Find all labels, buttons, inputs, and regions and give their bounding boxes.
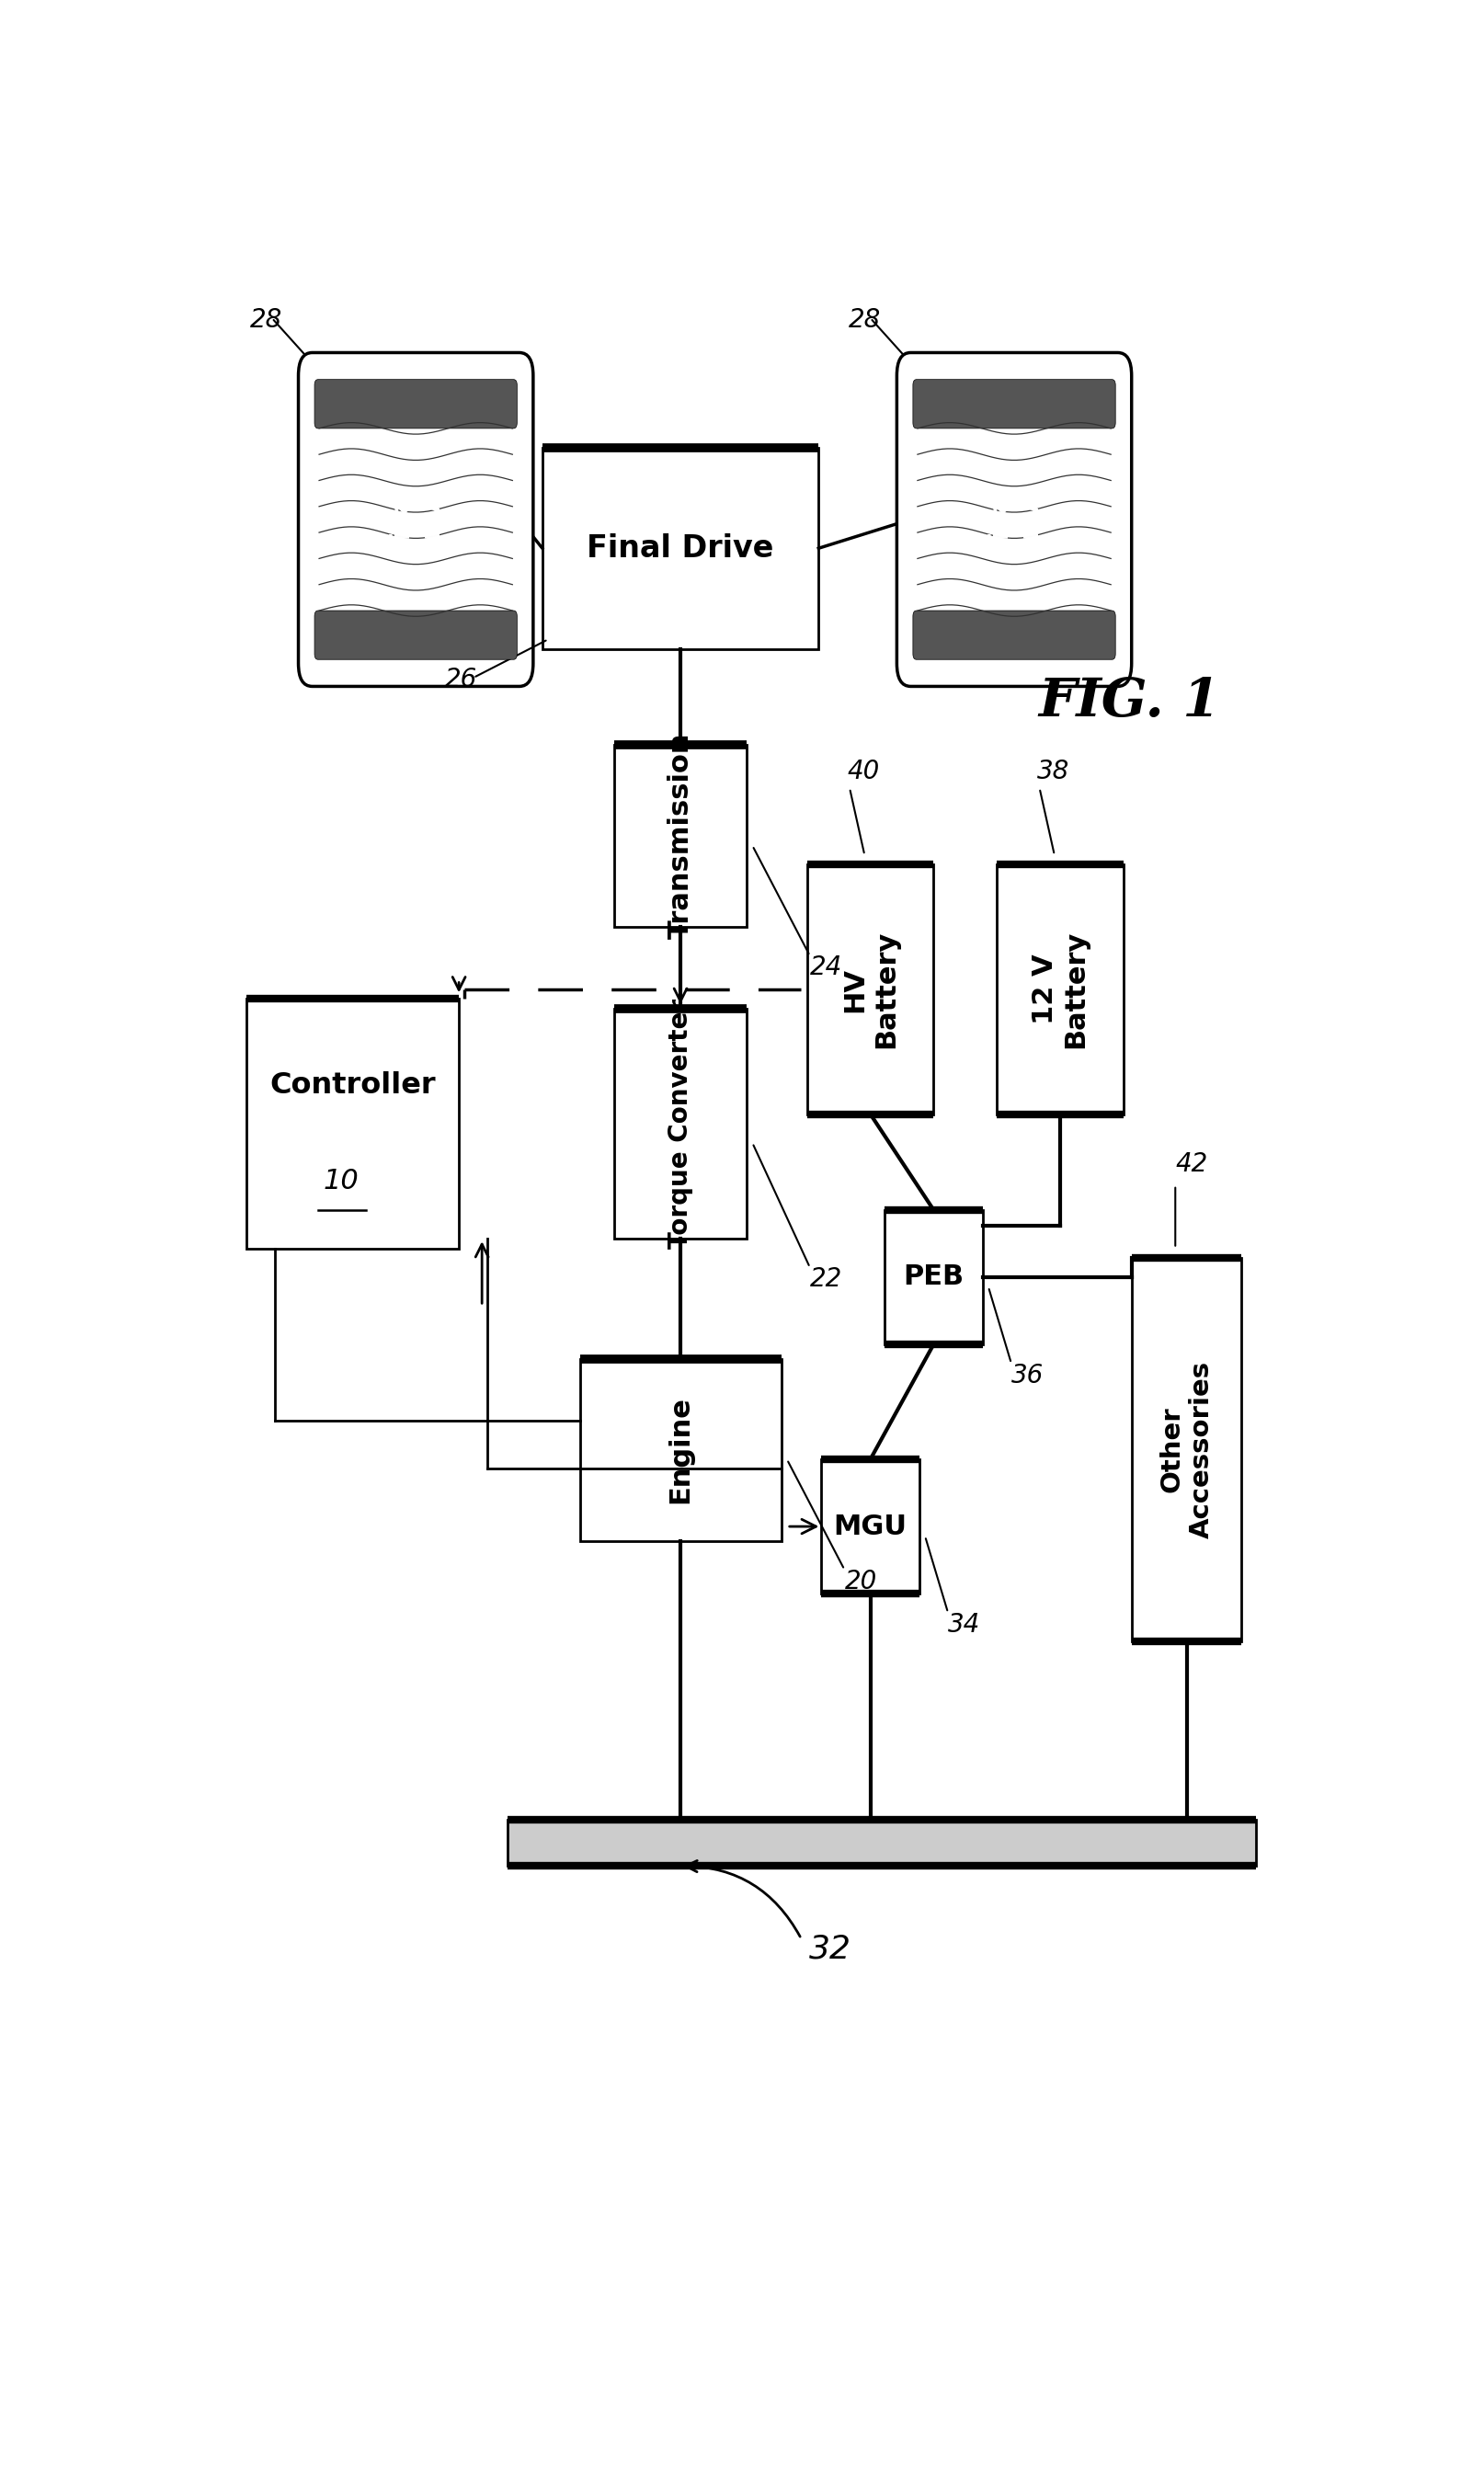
Text: PEB: PEB <box>902 1263 963 1290</box>
Text: Torque Converter: Torque Converter <box>668 999 693 1248</box>
Bar <box>614 1009 746 1238</box>
Text: 42: 42 <box>1175 1151 1206 1178</box>
Text: 38: 38 <box>1036 757 1068 785</box>
Bar <box>542 448 818 650</box>
Text: Final Drive: Final Drive <box>586 533 773 563</box>
Bar <box>996 864 1123 1113</box>
Bar <box>1131 1258 1241 1642</box>
Text: 26: 26 <box>444 668 476 692</box>
Text: 28: 28 <box>847 306 880 334</box>
Bar <box>246 999 459 1248</box>
Text: 24: 24 <box>809 954 841 981</box>
FancyBboxPatch shape <box>315 610 516 660</box>
Bar <box>884 1211 982 1345</box>
FancyBboxPatch shape <box>315 379 516 428</box>
FancyBboxPatch shape <box>913 379 1114 428</box>
Text: MGU: MGU <box>833 1512 907 1539</box>
Text: 10: 10 <box>324 1168 359 1196</box>
Text: 40: 40 <box>847 757 879 785</box>
Text: 36: 36 <box>1011 1363 1043 1387</box>
Bar <box>508 1821 1255 1866</box>
Text: Final
Drive: Final Drive <box>985 481 1042 558</box>
Text: 28: 28 <box>249 306 282 334</box>
Text: 32: 32 <box>809 1933 850 1965</box>
Text: Controller: Controller <box>269 1071 435 1099</box>
Text: FIG. 1: FIG. 1 <box>1037 675 1220 727</box>
FancyBboxPatch shape <box>298 354 533 688</box>
Text: Final
Drive: Final Drive <box>387 481 444 558</box>
Text: HV
Battery: HV Battery <box>841 932 899 1049</box>
Bar <box>614 745 746 927</box>
Text: 12 V
Battery: 12 V Battery <box>1031 932 1088 1049</box>
Text: Engine: Engine <box>666 1395 693 1505</box>
FancyBboxPatch shape <box>896 354 1131 688</box>
Text: Transmission: Transmission <box>666 732 693 939</box>
Bar <box>806 864 933 1113</box>
Text: 22: 22 <box>809 1265 841 1293</box>
FancyBboxPatch shape <box>913 610 1114 660</box>
Text: 34: 34 <box>947 1612 979 1637</box>
Bar <box>579 1358 781 1542</box>
Text: 20: 20 <box>844 1569 877 1594</box>
Text: Other
Accessories: Other Accessories <box>1159 1360 1214 1539</box>
Bar <box>821 1460 919 1594</box>
